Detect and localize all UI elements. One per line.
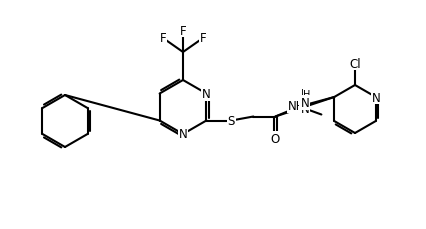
Text: Cl: Cl <box>348 57 360 70</box>
Text: F: F <box>159 32 166 45</box>
Text: H: H <box>302 89 310 99</box>
Text: F: F <box>179 25 186 37</box>
Text: N: N <box>300 97 308 110</box>
Text: S: S <box>227 114 235 128</box>
Text: NH: NH <box>287 100 305 112</box>
Text: N: N <box>201 88 210 101</box>
Text: N: N <box>371 91 379 104</box>
Text: H: H <box>295 102 302 112</box>
Text: O: O <box>270 132 279 145</box>
Text: F: F <box>199 32 206 45</box>
Text: N: N <box>178 128 187 141</box>
Text: H: H <box>288 101 296 111</box>
Text: H
N: H N <box>300 87 308 115</box>
